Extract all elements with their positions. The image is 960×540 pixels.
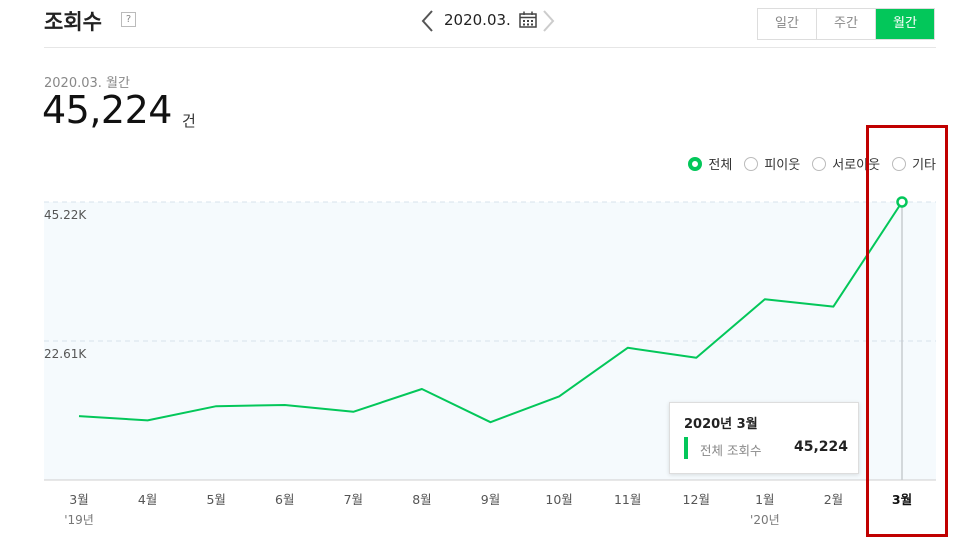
x-year-label: '19년 <box>64 513 94 527</box>
x-tick-label: 7월 <box>344 492 363 507</box>
x-tick-label: 3월 <box>892 492 912 507</box>
filter-other[interactable]: 기타 <box>892 154 936 173</box>
x-tick-label: 9월 <box>481 492 500 507</box>
chevron-left-icon[interactable] <box>418 8 436 34</box>
radio-icon[interactable] <box>744 156 759 171</box>
radio-icon[interactable] <box>812 156 827 171</box>
tooltip-series-marker <box>684 437 688 459</box>
help-icon[interactable]: ? <box>121 12 136 27</box>
tooltip-title: 2020년 3월 <box>684 417 758 432</box>
highlight-box <box>866 125 948 537</box>
series-line <box>78 201 903 424</box>
filter-label: 기타 <box>912 158 936 173</box>
chart-tooltip: 2020년 3월 전체 조회수 45,224 <box>669 402 859 474</box>
period-segment-control: 일간 주간 월간 <box>757 8 935 40</box>
tab-weekly[interactable]: 주간 <box>817 9 876 39</box>
x-year-label: '20년 <box>750 513 780 527</box>
chevron-right-icon[interactable] <box>540 8 558 34</box>
x-tick-label: 3월 <box>69 492 88 507</box>
filter-neighbor[interactable]: 피이웃 <box>744 154 800 173</box>
x-tick-label: 8월 <box>412 492 431 507</box>
x-tick-label: 1월 <box>755 492 774 507</box>
header-divider <box>44 47 936 48</box>
filter-label: 전체 <box>708 158 733 173</box>
x-tick-label: 6월 <box>275 492 294 507</box>
x-tick-label: 4월 <box>138 492 157 507</box>
radio-icon[interactable] <box>892 156 907 171</box>
tooltip-label: 전체 조회수 <box>700 443 762 458</box>
summary-unit: 건 <box>182 112 196 130</box>
filter-label: 피이웃 <box>764 158 801 173</box>
y-tick-label: 22.61K <box>44 347 87 361</box>
radio-selected-icon[interactable] <box>688 156 703 171</box>
period-label: 2020.03. <box>444 11 511 29</box>
x-tick-label: 10월 <box>545 492 572 507</box>
tooltip-value: 45,224 <box>794 439 849 455</box>
x-tick-label: 11월 <box>614 492 641 507</box>
x-tick-label: 2월 <box>824 492 843 507</box>
y-tick-label: 45.22K <box>44 208 87 222</box>
filter-all[interactable]: 전체 <box>688 154 732 173</box>
x-tick-label: 5월 <box>206 492 225 507</box>
page-title: 조회수 <box>44 10 102 34</box>
summary-period: 2020.03. 월간 <box>44 76 130 91</box>
data-point <box>896 196 908 208</box>
x-tick-label: 12월 <box>683 492 710 507</box>
tab-monthly[interactable]: 월간 <box>876 9 934 39</box>
tab-daily[interactable]: 일간 <box>758 9 817 39</box>
calendar-icon[interactable] <box>519 11 537 28</box>
summary-value: 45,224 <box>42 88 172 132</box>
